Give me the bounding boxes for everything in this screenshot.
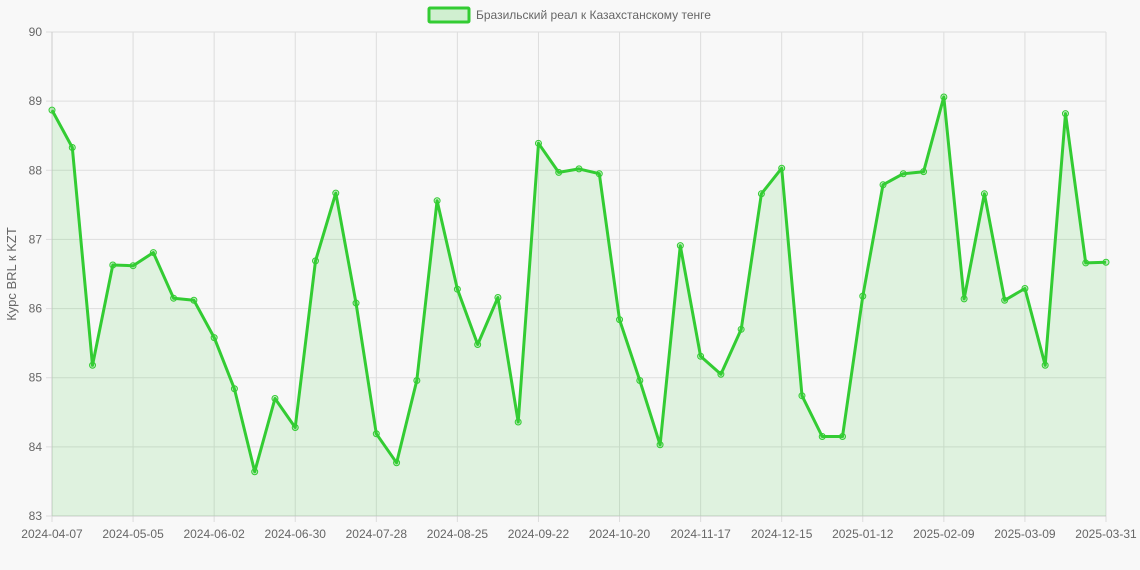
data-point: [89, 361, 97, 369]
data-point: [1061, 110, 1069, 118]
data-point: [291, 423, 299, 431]
data-point: [271, 394, 279, 402]
x-tick-label: 2024-10-20: [589, 527, 651, 541]
x-tick-label: 2024-04-07: [21, 527, 83, 541]
data-point: [352, 299, 360, 307]
data-point: [514, 418, 522, 426]
x-tick-label: 2024-06-30: [265, 527, 327, 541]
data-point: [757, 190, 765, 198]
data-point: [676, 242, 684, 250]
data-point: [1041, 361, 1049, 369]
x-tick-label: 2024-08-25: [427, 527, 489, 541]
y-tick-label: 84: [29, 440, 43, 454]
data-point: [332, 189, 340, 197]
y-tick-label: 90: [29, 25, 43, 39]
data-point: [920, 168, 928, 176]
y-tick-label: 88: [29, 163, 43, 177]
y-axis-title: Курс BRL к KZT: [4, 227, 19, 321]
y-tick-label: 83: [29, 509, 43, 523]
x-tick-label: 2024-05-05: [102, 527, 164, 541]
data-point: [372, 430, 380, 438]
data-point: [980, 190, 988, 198]
x-tick-label: 2024-07-28: [346, 527, 408, 541]
series-line-layer: [50, 95, 1107, 474]
y-tick-label: 87: [29, 232, 43, 246]
y-tick-label: 86: [29, 302, 43, 316]
data-point: [129, 262, 137, 270]
y-tick-label: 89: [29, 94, 43, 108]
x-tick-label: 2025-03-09: [994, 527, 1056, 541]
data-point: [1102, 258, 1110, 266]
data-point: [494, 294, 502, 302]
data-point: [555, 168, 563, 176]
data-point: [1082, 259, 1090, 267]
data-point: [575, 165, 583, 173]
data-point: [778, 164, 786, 172]
data-point: [656, 441, 664, 449]
data-point: [474, 341, 482, 349]
data-point: [170, 294, 178, 302]
data-point: [149, 249, 157, 257]
data-point: [899, 170, 907, 178]
x-tick-label: 2025-01-12: [832, 527, 894, 541]
series-area: [52, 97, 1106, 516]
legend[interactable]: Бразильский реал к Казахстанскому тенге: [427, 6, 711, 24]
series-area-fill: [52, 97, 1106, 516]
data-point: [616, 316, 624, 324]
x-tick-label: 2025-02-09: [913, 527, 975, 541]
data-point: [433, 197, 441, 205]
data-point: [312, 257, 319, 265]
axes: 83 84 85 86 87 88 89 90 2024-04-07 2024-05-05 2024…: [21, 25, 1137, 541]
series-points: [48, 93, 1110, 476]
data-point: [393, 459, 401, 467]
legend-swatch[interactable]: [427, 6, 471, 24]
data-point: [48, 106, 56, 114]
x-tick-label: 2025-03-31: [1075, 527, 1137, 541]
x-tick-label: 2024-09-22: [508, 527, 570, 541]
data-point: [453, 285, 461, 293]
data-point: [230, 385, 238, 393]
x-tick-label: 2024-06-02: [183, 527, 245, 541]
x-tick-label: 2024-12-15: [751, 527, 813, 541]
data-point: [210, 334, 218, 342]
data-point: [940, 93, 948, 101]
data-point: [1001, 296, 1009, 304]
x-tick-label: 2024-11-17: [670, 527, 731, 541]
data-point: [737, 325, 745, 333]
data-point: [859, 292, 867, 300]
data-point: [251, 468, 259, 476]
data-point: [839, 432, 846, 440]
data-point: [68, 143, 76, 151]
data-point: [717, 370, 725, 378]
data-point: [534, 139, 542, 147]
data-point: [697, 352, 705, 360]
data-point: [818, 432, 826, 440]
data-point: [190, 296, 198, 304]
y-tick-label: 85: [29, 371, 43, 385]
data-point: [798, 392, 806, 400]
data-point: [636, 376, 644, 384]
data-point: [109, 261, 117, 269]
legend-label[interactable]: Бразильский реал к Казахстанскому тенге: [476, 8, 711, 22]
series-line: [50, 95, 1107, 474]
data-point: [1021, 285, 1029, 293]
data-point: [879, 181, 887, 189]
data-point: [960, 295, 968, 303]
data-point: [413, 376, 421, 384]
data-point: [595, 170, 603, 178]
